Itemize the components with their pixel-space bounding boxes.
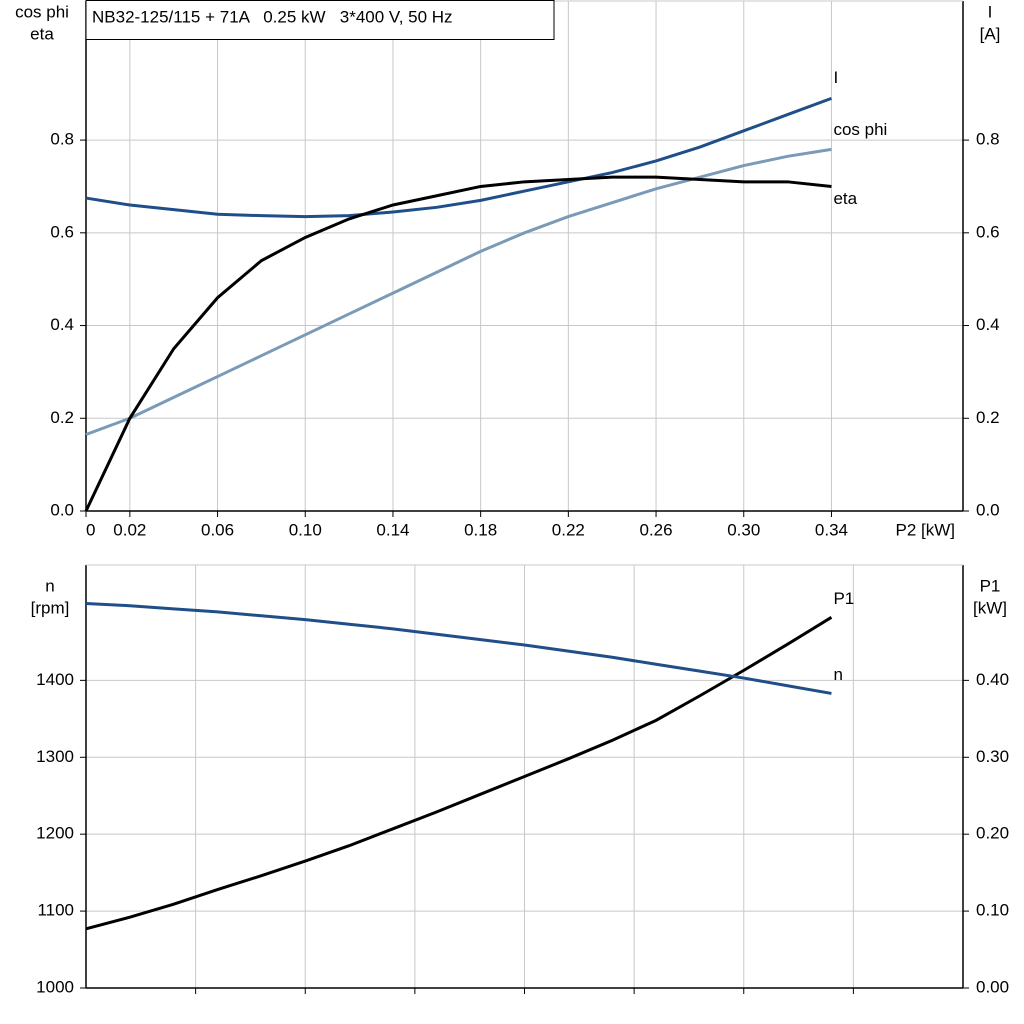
series-line bbox=[85, 601, 832, 695]
series-label: P1 bbox=[833, 589, 854, 608]
y-tick-label: 1200 bbox=[36, 824, 74, 843]
plot: 0.0 0.2 0.4 0.6 0.8 0.0 0.2 0.4 0.6 0.8 0 0.02 0.06 0… bbox=[15, 0, 1001, 539]
y2-axis-title: I bbox=[988, 2, 993, 21]
plot: 1000 1100 1200 1300 1400 0.00 0.10 0.20 0.30 0.40… bbox=[31, 564, 1009, 996]
y-axis-title: eta bbox=[30, 24, 54, 43]
y2-axis-title: P1 bbox=[980, 576, 1001, 595]
series-label: n bbox=[833, 665, 842, 684]
series-line bbox=[85, 147, 832, 436]
x-axis-title: P2 [kW] bbox=[895, 520, 955, 539]
y-tick-label: 1100 bbox=[37, 901, 74, 920]
y-axis-title: cos phi bbox=[15, 2, 69, 21]
y2-tick-label: 0.0 bbox=[976, 500, 1000, 519]
y-tick-label: 0.2 bbox=[50, 408, 74, 427]
y-tick-label: 0.0 bbox=[50, 500, 74, 519]
x-tick-label: 0.14 bbox=[376, 520, 409, 539]
y-tick-label: 0.6 bbox=[50, 222, 74, 241]
y2-tick-label: 0.10 bbox=[976, 901, 1009, 920]
y-tick-label: 1300 bbox=[36, 747, 74, 766]
y2-tick-label: 0.00 bbox=[976, 977, 1009, 996]
y2-axis-title: [A] bbox=[980, 24, 1001, 43]
y2-axis-title: [kW] bbox=[973, 598, 1007, 617]
y-tick-label: 0.8 bbox=[50, 130, 74, 149]
y-axis-title: n bbox=[45, 576, 54, 595]
x-tick-label: 0.06 bbox=[201, 520, 234, 539]
series-label: cos phi bbox=[833, 120, 887, 139]
x-tick-label: 0.18 bbox=[464, 520, 497, 539]
x-tick-label: 0.22 bbox=[552, 520, 585, 539]
x-tick-label: 0.02 bbox=[113, 520, 146, 539]
y2-tick-label: 0.4 bbox=[976, 315, 1000, 334]
chart-title: NB32-125/115 + 71A 0.25 kW 3*400 V, 50 H… bbox=[92, 7, 453, 26]
y-tick-label: 1400 bbox=[36, 670, 74, 689]
series-label: I bbox=[833, 68, 838, 87]
series-label: eta bbox=[833, 189, 857, 208]
y-tick-label: 0.4 bbox=[50, 315, 74, 334]
y2-tick-label: 0.20 bbox=[976, 824, 1009, 843]
y2-tick-label: 0.2 bbox=[976, 408, 1000, 427]
y2-tick-label: 0.30 bbox=[976, 747, 1009, 766]
y-axis-title: [rpm] bbox=[31, 598, 70, 617]
y2-tick-label: 0.6 bbox=[976, 222, 1000, 241]
series-line bbox=[85, 96, 832, 219]
x-tick-label: 0 bbox=[86, 520, 95, 539]
x-tick-label: 0.34 bbox=[815, 520, 848, 539]
y-tick-label: 1000 bbox=[36, 977, 74, 996]
series-line bbox=[85, 616, 833, 931]
y2-tick-label: 0.8 bbox=[976, 130, 1000, 149]
x-tick-label: 0.10 bbox=[289, 520, 322, 539]
x-tick-label: 0.30 bbox=[727, 520, 760, 539]
y2-tick-label: 0.40 bbox=[976, 670, 1009, 689]
series-line bbox=[84, 175, 832, 512]
x-tick-label: 0.26 bbox=[640, 520, 673, 539]
title-box bbox=[85, 0, 555, 40]
